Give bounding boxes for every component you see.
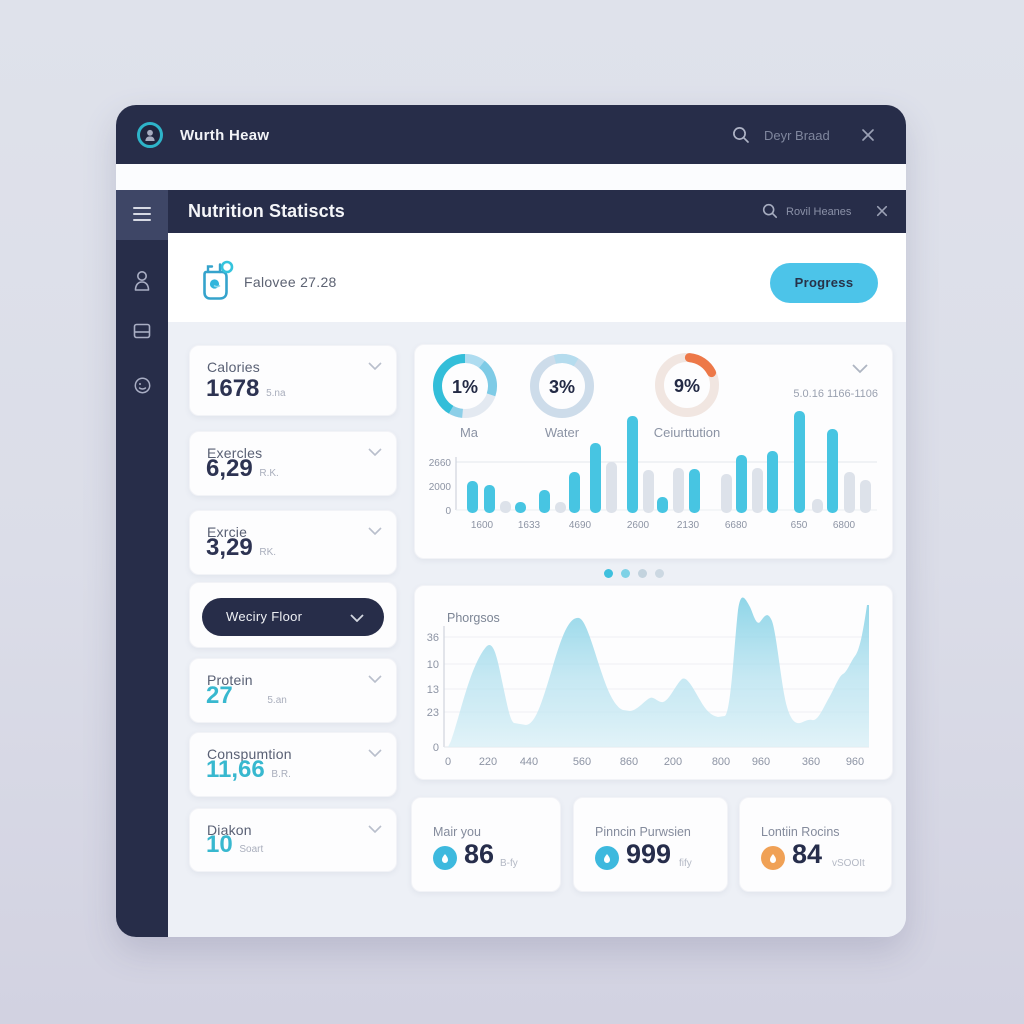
svg-text:2660: 2660 bbox=[429, 458, 452, 469]
svg-text:10: 10 bbox=[427, 659, 439, 671]
svg-text:6680: 6680 bbox=[725, 520, 748, 531]
svg-text:1600: 1600 bbox=[471, 520, 494, 531]
svg-text:2000: 2000 bbox=[429, 482, 452, 493]
svg-text:23: 23 bbox=[427, 707, 439, 719]
svg-text:650: 650 bbox=[791, 520, 808, 531]
svg-text:220: 220 bbox=[479, 756, 497, 768]
svg-text:Ma: Ma bbox=[460, 425, 479, 440]
svg-text:5.0.16 1166-1106: 5.0.16 1166-1106 bbox=[793, 388, 878, 400]
svg-text:560: 560 bbox=[573, 756, 591, 768]
svg-text:1%: 1% bbox=[452, 377, 478, 397]
svg-text:2130: 2130 bbox=[677, 520, 700, 531]
svg-text:9%: 9% bbox=[674, 376, 700, 396]
svg-text:0: 0 bbox=[445, 506, 451, 517]
svg-text:0: 0 bbox=[445, 756, 451, 768]
svg-text:1633: 1633 bbox=[518, 520, 541, 531]
svg-text:2600: 2600 bbox=[627, 520, 650, 531]
svg-text:860: 860 bbox=[620, 756, 638, 768]
svg-text:960: 960 bbox=[752, 756, 770, 768]
svg-text:0: 0 bbox=[433, 742, 439, 754]
svg-text:13: 13 bbox=[427, 684, 439, 696]
svg-text:36: 36 bbox=[427, 632, 439, 644]
svg-text:3%: 3% bbox=[549, 377, 575, 397]
svg-text:960: 960 bbox=[846, 756, 864, 768]
svg-text:Phorgsos: Phorgsos bbox=[447, 611, 500, 625]
svg-text:440: 440 bbox=[520, 756, 538, 768]
svg-text:Water: Water bbox=[545, 425, 580, 440]
svg-text:4690: 4690 bbox=[569, 520, 592, 531]
svg-text:200: 200 bbox=[664, 756, 682, 768]
svg-text:Ceiurttution: Ceiurttution bbox=[654, 425, 720, 440]
svg-text:6800: 6800 bbox=[833, 520, 856, 531]
svg-text:360: 360 bbox=[802, 756, 820, 768]
svg-text:800: 800 bbox=[712, 756, 730, 768]
